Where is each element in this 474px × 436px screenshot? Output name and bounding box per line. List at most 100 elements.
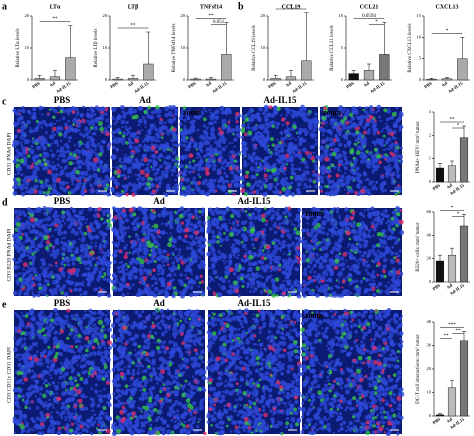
cell xyxy=(83,255,87,259)
cell xyxy=(48,185,52,189)
cell xyxy=(264,281,267,284)
cell xyxy=(297,130,303,136)
cell xyxy=(89,235,95,241)
cell xyxy=(307,177,313,183)
cell xyxy=(161,259,165,264)
cell xyxy=(350,219,353,222)
cell xyxy=(47,207,53,213)
cell xyxy=(395,173,401,179)
cell xyxy=(210,146,213,149)
cell xyxy=(293,280,298,286)
cell xyxy=(162,231,165,234)
cell xyxy=(191,166,197,171)
cell xyxy=(126,159,131,164)
cell xyxy=(340,113,343,116)
cell xyxy=(279,267,283,271)
cell xyxy=(208,178,213,183)
cell xyxy=(342,252,348,257)
cell xyxy=(295,179,298,182)
cell xyxy=(259,186,264,191)
cell xyxy=(202,124,207,128)
cell xyxy=(141,238,146,243)
cell xyxy=(254,189,260,194)
cell xyxy=(43,162,48,167)
cell xyxy=(87,154,93,160)
cell xyxy=(347,221,352,227)
cell xyxy=(163,255,168,261)
cell xyxy=(92,172,98,178)
cell xyxy=(338,217,341,220)
cell xyxy=(184,286,189,291)
cell xyxy=(219,177,225,183)
cell xyxy=(373,279,376,282)
cell xyxy=(78,159,84,165)
cell xyxy=(121,239,124,242)
cell xyxy=(253,247,256,250)
cell xyxy=(56,149,60,153)
cell xyxy=(65,108,70,112)
cell xyxy=(63,263,67,267)
cell xyxy=(392,155,398,161)
cell xyxy=(205,171,210,176)
cell xyxy=(232,225,236,229)
cell xyxy=(371,124,377,130)
cell xyxy=(302,128,308,133)
cell xyxy=(286,110,291,115)
cell xyxy=(179,191,185,196)
cell xyxy=(118,157,122,161)
cell xyxy=(382,234,387,239)
cell xyxy=(77,287,83,292)
cell xyxy=(192,224,197,229)
cell xyxy=(331,124,337,130)
cell xyxy=(21,105,25,109)
cell xyxy=(272,173,276,177)
cell xyxy=(35,271,38,274)
cell xyxy=(302,187,305,190)
cell xyxy=(160,136,164,139)
cell xyxy=(154,128,158,132)
cell xyxy=(358,116,362,121)
cell xyxy=(253,252,257,256)
cell xyxy=(390,216,395,221)
cell xyxy=(298,263,301,266)
cell xyxy=(49,149,53,152)
cell xyxy=(320,139,326,145)
cell xyxy=(24,214,28,218)
cell xyxy=(211,154,214,158)
cell xyxy=(165,129,169,133)
cell xyxy=(134,132,138,136)
cell xyxy=(343,207,349,212)
cell xyxy=(258,274,263,279)
cell xyxy=(26,265,30,269)
cell xyxy=(294,138,297,141)
cell xyxy=(397,223,401,226)
cell xyxy=(41,238,45,242)
cell xyxy=(52,183,57,188)
cell xyxy=(12,233,18,239)
cell xyxy=(208,108,212,112)
cell xyxy=(241,123,246,129)
cell xyxy=(382,264,387,269)
cell xyxy=(174,148,177,152)
cell xyxy=(106,249,111,254)
cell xyxy=(52,213,57,218)
cell xyxy=(372,234,375,237)
cell xyxy=(157,213,162,218)
cell xyxy=(343,157,347,161)
cell xyxy=(166,253,170,257)
cell xyxy=(39,221,42,224)
cell xyxy=(104,260,111,267)
cell xyxy=(12,290,18,296)
cell xyxy=(336,122,341,127)
cell xyxy=(326,240,332,245)
cell xyxy=(258,106,263,112)
cell xyxy=(67,140,71,143)
cell xyxy=(355,130,360,135)
cell xyxy=(36,293,41,298)
cell xyxy=(179,255,184,260)
cell xyxy=(187,145,192,149)
cell xyxy=(42,155,46,160)
cell xyxy=(84,158,90,164)
cell xyxy=(399,125,403,129)
cell xyxy=(98,250,102,254)
